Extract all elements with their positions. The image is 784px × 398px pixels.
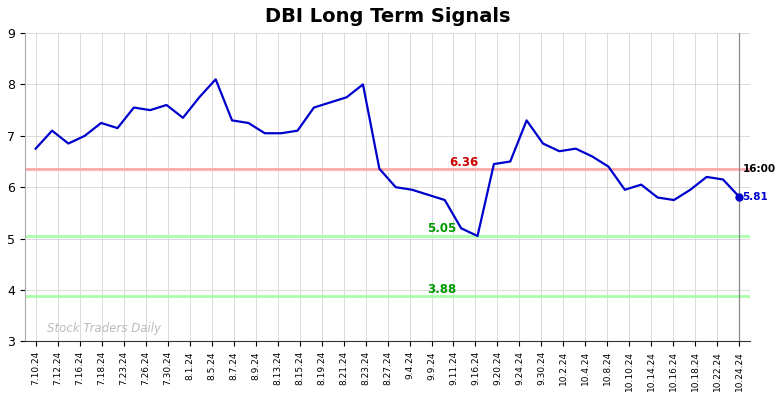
Text: 3.88: 3.88 (427, 283, 457, 296)
Text: Stock Traders Daily: Stock Traders Daily (47, 322, 161, 335)
Text: 5.05: 5.05 (427, 222, 457, 235)
Title: DBI Long Term Signals: DBI Long Term Signals (265, 7, 510, 26)
Text: 6.36: 6.36 (449, 156, 478, 169)
Text: 16:00: 16:00 (742, 164, 776, 174)
Text: 5.81: 5.81 (742, 192, 768, 202)
